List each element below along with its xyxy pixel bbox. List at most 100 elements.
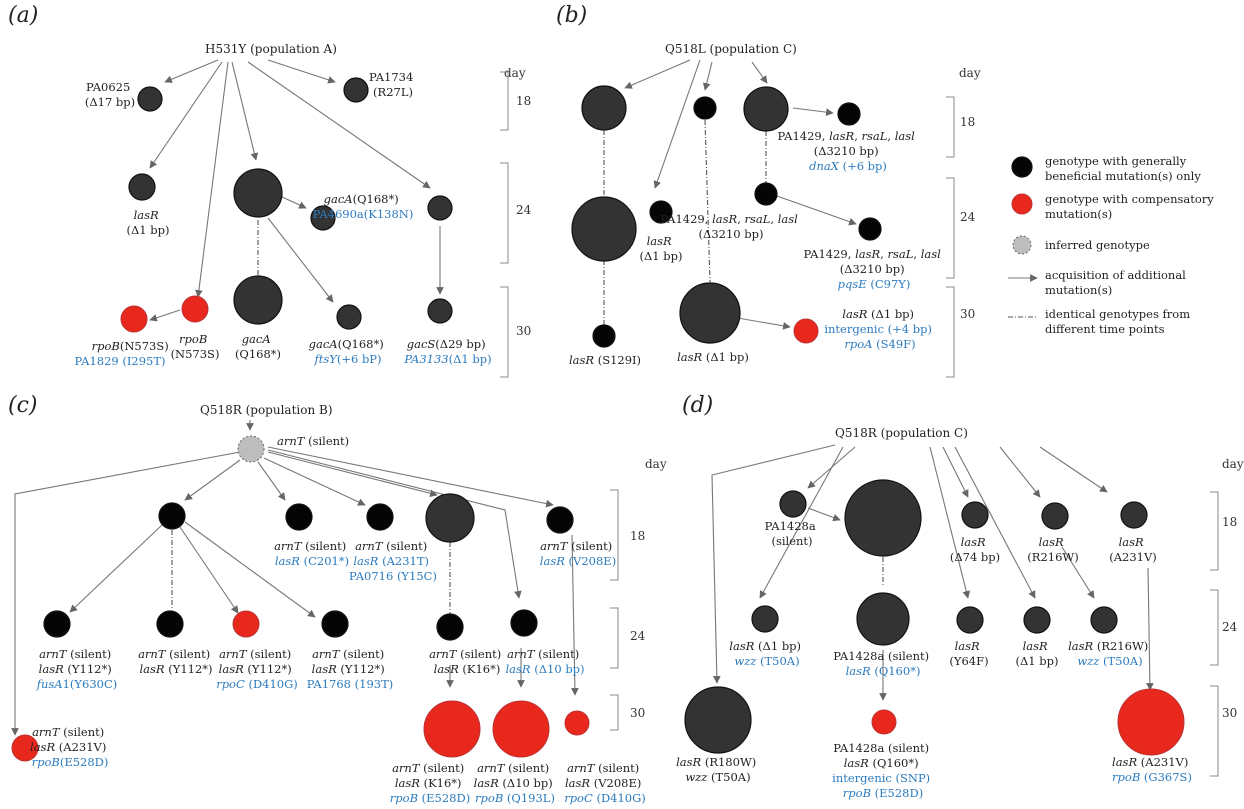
- panel-c-label: (c): [8, 393, 38, 418]
- legend-inferred-swatch: [1012, 235, 1032, 255]
- node-d-r180w: [684, 686, 752, 754]
- label-a-pa1734: PA1734 (R27L): [369, 70, 417, 99]
- panel-b-label: (b): [556, 3, 587, 28]
- day-c-30: 30: [630, 706, 645, 720]
- node-a-gaca-pa4690a: [310, 205, 336, 231]
- edge-a-right: [247, 61, 431, 189]
- edge-b-6: [776, 195, 857, 226]
- edge-c-v208er: [571, 534, 579, 696]
- edge-d-a231vr: [1146, 567, 1154, 691]
- edge-a-pa0625: [164, 59, 219, 83]
- panel-d-label: (d): [682, 393, 713, 418]
- label-d-a231vr: lasR (A231V) rpoB (G367S): [1112, 755, 1192, 784]
- label-b-pa1429a: PA1429, lasR, rsaL, lasl (Δ3210 bp) dnaX…: [778, 129, 919, 173]
- label-b-pa1429b: PA1429, lasR, rsaL, lasl (Δ3210 bp): [661, 212, 802, 241]
- legend-inferred-label: inferred genotype: [1045, 238, 1150, 252]
- node-c-a231t: [366, 503, 394, 531]
- edge-c-v208e: [267, 446, 554, 508]
- edge-c-pa1768: [184, 521, 316, 618]
- legend-red-swatch: [1011, 193, 1033, 215]
- node-d-pa1428: [779, 490, 807, 518]
- node-b-lasr30: [679, 282, 741, 344]
- legend-dash-label: identical genotypes from different time …: [1045, 307, 1194, 336]
- label-d-d74: lasR (Δ74 bp): [950, 535, 1000, 564]
- bracket-a-18: [500, 71, 509, 131]
- edge-c-y112: [184, 459, 241, 501]
- node-b-pa1429a: [837, 102, 861, 126]
- label-c-d10r: arnT (silent) lasR (Δ10 bp) rpoB (Q193L): [474, 761, 557, 805]
- edge-d-pa1428: [807, 446, 856, 489]
- label-c-k16r: arnT (silent) lasR (K16*) rpoB (E528D): [390, 761, 470, 805]
- day-d-24: 24: [1222, 620, 1238, 634]
- edge-b-4: [751, 61, 768, 84]
- label-c-v208er: arnT (silent) lasR (V208E) rpoC (D410G): [564, 761, 646, 805]
- panel-c-day-title: day: [645, 457, 667, 471]
- node-d-y64f: [956, 606, 984, 634]
- node-d-wzz24: [751, 605, 779, 633]
- label-d-wzz24: lasR (Δ1 bp) wzz (T50A): [729, 639, 804, 668]
- panel-d-day-title: day: [1222, 457, 1244, 471]
- bracket-d-18: [1210, 491, 1219, 571]
- node-b-lasr30r: [793, 318, 819, 344]
- label-c-fusa: arnT (silent) lasR (Y112*) fusA1(Y630C): [36, 647, 118, 691]
- node-c-big: [425, 493, 475, 543]
- label-a-rpob1: rpoB(N573S) PA1829 (I295T): [74, 339, 172, 368]
- label-d-r180w: lasR (R180W) wzz (T50A): [676, 755, 760, 784]
- label-a-gaca24: gacA(Q168*) PA4690a(K138N): [313, 192, 414, 221]
- node-d-a231v: [1120, 501, 1148, 529]
- edge-c-big: [267, 451, 438, 498]
- label-b-s129i: lasR (S129I): [569, 353, 641, 367]
- panel-a-day-title: day: [504, 66, 526, 80]
- node-b-big24: [571, 196, 637, 262]
- bracket-a-30: [500, 286, 509, 378]
- node-b-pa1429c: [858, 217, 882, 241]
- label-a-rpob2: rpoB (N573S): [171, 332, 220, 361]
- edge-d-d74: [942, 446, 969, 498]
- label-c-a231v: arnT (silent) lasR (A231V) rpoB(E528D): [30, 725, 110, 769]
- edge-a-gaca30b: [267, 217, 334, 303]
- node-c-y112: [156, 610, 184, 638]
- node-a-pa1734: [343, 77, 369, 103]
- panel-d-root: Q518R (population C): [835, 426, 968, 440]
- panel-c-root: Q518R (population B): [200, 403, 333, 417]
- edge-d-a231v: [1039, 446, 1108, 493]
- label-c-c201: arnT (silent) lasR (C201*): [274, 539, 350, 568]
- node-d-q160r: [871, 709, 897, 735]
- bracket-c-18: [610, 489, 619, 581]
- node-c-fusa: [43, 610, 71, 638]
- node-b-small18: [693, 96, 717, 120]
- node-d-q160: [856, 592, 910, 646]
- node-a-lasr: [128, 173, 156, 201]
- label-c-y112: arnT (silent) lasR (Y112*): [138, 647, 214, 676]
- label-b-lasr30r: lasR (Δ1 bp) intergenic (+4 bp) rpoA (S4…: [824, 307, 935, 351]
- edge-d-r180w: [711, 444, 836, 684]
- edge-b-2: [653, 59, 701, 189]
- day-c-24: 24: [630, 629, 646, 643]
- node-a-right-24: [427, 195, 453, 221]
- node-d-big: [844, 479, 922, 557]
- node-c-d10r: [492, 700, 550, 758]
- node-c-rpoc: [232, 610, 260, 638]
- bracket-a-24: [500, 162, 509, 264]
- edge-b-5: [792, 107, 834, 116]
- label-c-rpoc: arnT (silent) lasR (Y112*) rpoC (D410G): [216, 647, 298, 691]
- label-c-a231t: arnT (silent) lasR (A231T) PA0716 (Y15C): [349, 539, 437, 583]
- node-a-gaca-24: [233, 168, 283, 218]
- node-a-gaca-30: [233, 275, 283, 325]
- day-a-24: 24: [516, 203, 532, 217]
- node-a-rpob-pa1829: [120, 305, 148, 333]
- label-c-v208e: arnT (silent) lasR (V208E): [540, 539, 616, 568]
- node-d-d74: [961, 501, 989, 529]
- label-d-r216w: lasR (R216W): [1027, 535, 1078, 564]
- label-a-gacs: gacS(Δ29 bp) PA3133(Δ1 bp): [403, 337, 491, 366]
- label-d-a231v: lasR (A231V): [1109, 535, 1157, 564]
- label-b-lasr24: lasR (Δ1 bp): [640, 234, 683, 263]
- node-c-k16: [436, 613, 464, 641]
- node-b-lasr24: [649, 200, 673, 224]
- day-b-18: 18: [960, 115, 975, 129]
- bracket-b-18: [946, 96, 955, 158]
- label-c-pa1768: arnT (silent) lasR (Y112*) PA1768 (193T): [307, 647, 394, 691]
- edge-d-d1: [954, 446, 1036, 599]
- edge-d-r216w: [999, 446, 1041, 498]
- node-a-gaca-ftsy: [336, 304, 362, 330]
